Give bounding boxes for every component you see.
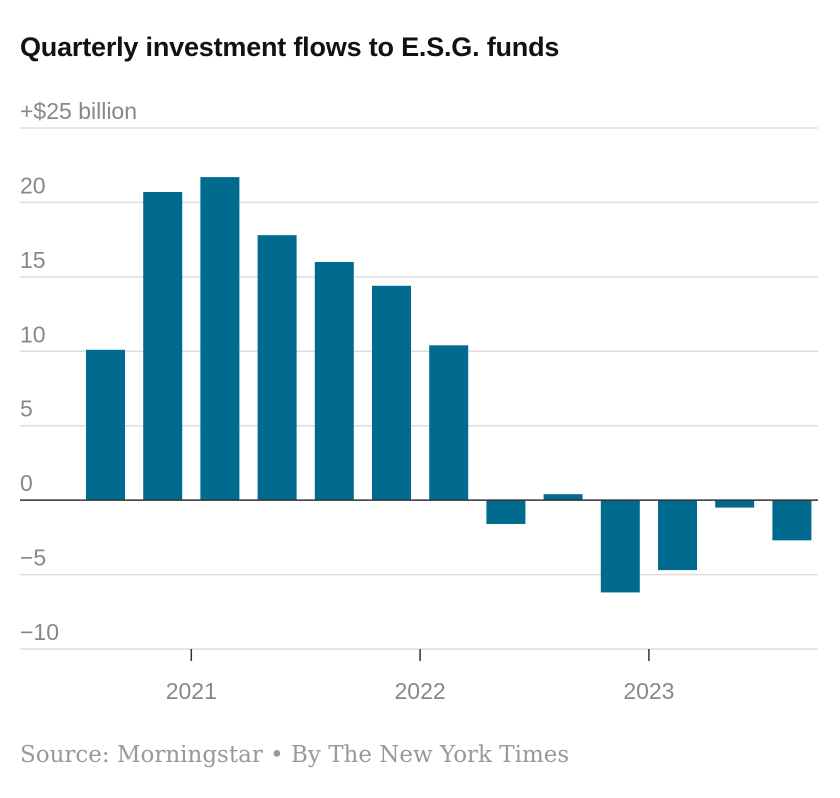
bar	[314, 261, 354, 501]
y-tick-label: +$25 billion	[20, 98, 137, 124]
bar	[200, 177, 240, 501]
bar	[658, 500, 697, 571]
x-tick-label: 2021	[166, 678, 217, 704]
bar	[715, 500, 755, 508]
y-tick-label: −5	[20, 545, 46, 571]
bar	[772, 500, 812, 541]
bar	[543, 494, 583, 501]
bar-chart: +$25 billion 20 15 10 5 0 −5 −10 2021 2022 2023	[20, 98, 818, 704]
y-tick-label: 5	[20, 396, 33, 422]
y-tick-label: 10	[20, 321, 46, 347]
bar	[486, 500, 526, 524]
chart-title: Quarterly investment flows to E.S.G. fun…	[20, 32, 560, 62]
bar	[429, 345, 469, 501]
bar	[257, 235, 297, 501]
x-tick-label: 2022	[395, 678, 446, 704]
bar	[143, 192, 183, 501]
bar	[372, 285, 411, 501]
y-tick-label: 20	[20, 172, 46, 198]
bar	[600, 500, 640, 593]
y-tick-label: 15	[20, 247, 46, 273]
x-tick-label: 2023	[623, 678, 674, 704]
y-tick-label: −10	[20, 619, 59, 645]
y-tick-label: 0	[20, 470, 33, 496]
bar	[86, 349, 125, 501]
chart-source: Source: Morningstar • By The New York Ti…	[20, 742, 570, 768]
